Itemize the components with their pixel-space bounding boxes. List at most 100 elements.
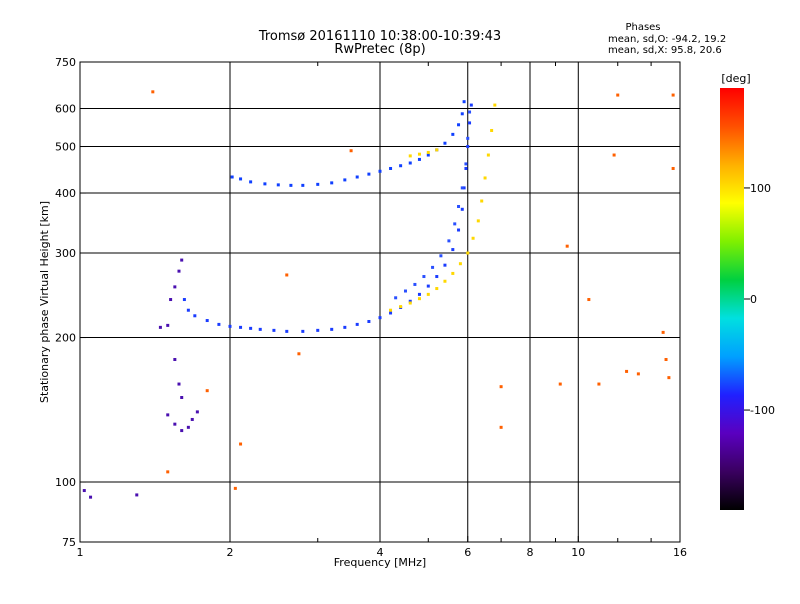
x-tick-label: 4 — [377, 546, 384, 559]
data-point — [249, 180, 253, 184]
colorbar: [deg] 100 0 -100 — [720, 72, 775, 510]
data-point — [158, 325, 162, 329]
data-point — [431, 265, 435, 269]
data-point — [664, 357, 668, 361]
data-point — [378, 169, 382, 173]
data-point — [82, 489, 86, 493]
data-point — [186, 308, 190, 312]
data-point — [466, 136, 470, 140]
data-point — [460, 207, 464, 211]
data-point — [228, 324, 232, 328]
data-point — [451, 271, 455, 275]
data-point — [230, 175, 234, 179]
data-point — [378, 316, 382, 320]
data-point — [195, 410, 199, 414]
data-point — [408, 301, 412, 305]
y-axis-label: Stationary phase Virtual Height [km] — [38, 201, 51, 403]
data-point — [367, 172, 371, 176]
y-tick-label: 750 — [55, 56, 76, 69]
chart-subtitle: RwPretec (8p) — [334, 42, 425, 57]
x-axis-label: Frequency [MHz] — [334, 556, 426, 569]
data-point — [169, 298, 173, 302]
data-point — [367, 319, 371, 323]
x-tick-label: 10 — [571, 546, 585, 559]
data-point — [435, 148, 439, 152]
data-point — [89, 495, 93, 499]
data-point — [166, 323, 170, 327]
data-point — [180, 396, 184, 400]
data-point — [389, 311, 393, 315]
data-point — [426, 153, 430, 157]
data-point — [389, 166, 393, 170]
data-point — [205, 389, 209, 393]
data-point — [166, 470, 170, 474]
data-point — [417, 297, 421, 301]
data-point — [469, 103, 473, 107]
data-point — [399, 305, 403, 309]
colorbar-ticks: 100 0 -100 — [744, 182, 775, 417]
axis-ticks: 1 2 4 6 8 10 16 75 100 200 300 400 500 600 750 — [55, 56, 687, 559]
data-point — [443, 279, 447, 283]
data-point — [190, 417, 194, 421]
colorbar-tick-label: 100 — [750, 182, 771, 195]
data-point — [289, 183, 293, 187]
data-point — [355, 175, 359, 179]
data-point — [486, 153, 490, 157]
data-point — [217, 322, 221, 326]
data-point — [349, 149, 353, 153]
data-point — [239, 325, 243, 329]
data-point — [462, 186, 466, 190]
data-point — [180, 429, 184, 433]
data-point — [426, 284, 430, 288]
data-point — [426, 292, 430, 296]
data-point — [458, 262, 462, 266]
data-point — [408, 161, 412, 165]
y-tick-label: 100 — [55, 476, 76, 489]
data-point — [616, 93, 620, 97]
data-point — [316, 328, 320, 332]
data-point — [671, 166, 675, 170]
chart-title: Tromsø 20161110 10:38:00-10:39:43 — [258, 29, 501, 44]
data-point — [453, 222, 457, 226]
data-point — [466, 145, 470, 149]
data-point — [468, 121, 472, 125]
data-point — [451, 132, 455, 136]
data-point — [180, 258, 184, 262]
y-tick-label: 400 — [55, 187, 76, 200]
data-point — [355, 322, 359, 326]
y-tick-label: 75 — [62, 536, 76, 549]
data-point — [417, 157, 421, 161]
data-point — [483, 176, 487, 180]
data-point — [439, 254, 443, 258]
stats-o-mode: mean, sd,O: -94.2, 19.2 — [608, 34, 726, 45]
data-point — [451, 248, 455, 252]
data-point — [413, 282, 417, 286]
data-point — [565, 244, 569, 248]
data-point — [239, 177, 243, 181]
data-point — [173, 422, 177, 426]
data-point — [417, 292, 421, 296]
data-point — [587, 298, 591, 302]
data-point — [177, 382, 181, 386]
stats-x-mode: mean, sd,X: 95.8, 20.6 — [608, 45, 722, 56]
data-point — [462, 100, 466, 104]
data-point — [193, 314, 197, 318]
data-point — [316, 182, 320, 186]
data-point — [457, 123, 461, 127]
data-point — [399, 164, 403, 168]
y-tick-label: 500 — [55, 141, 76, 154]
data-point — [443, 141, 447, 145]
data-point — [464, 162, 468, 166]
x-tick-label: 6 — [464, 546, 471, 559]
colorbar-gradient — [720, 88, 744, 510]
data-point — [233, 486, 237, 490]
data-point — [490, 128, 494, 132]
data-point — [597, 382, 601, 386]
data-point — [205, 319, 209, 323]
plot-grid — [80, 62, 680, 542]
data-point — [457, 204, 461, 208]
data-point — [464, 166, 468, 170]
data-point — [435, 275, 439, 279]
data-point — [460, 112, 464, 116]
